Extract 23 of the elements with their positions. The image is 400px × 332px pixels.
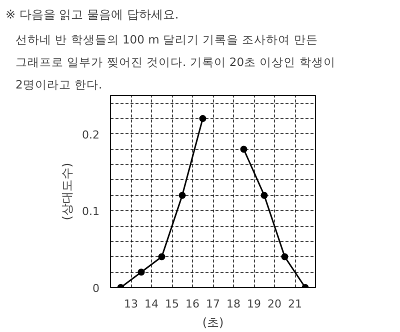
- x-tick-label: 20: [268, 298, 282, 310]
- chart-title: ※ 다음을 읽고 물음에 답하세요.: [6, 8, 179, 22]
- y-tick-label: 0.1: [82, 205, 100, 218]
- y-tick-label: 0: [92, 282, 100, 295]
- x-tick-label: 19: [247, 298, 261, 310]
- x-tick-label: 13: [124, 298, 138, 310]
- point: [281, 253, 288, 260]
- x-tick-label: 15: [165, 298, 179, 310]
- point: [158, 253, 166, 260]
- x-tick-label: 21: [288, 298, 302, 310]
- chart-subtitle: 선하네 반 학생들의 100 m 달리기 기록을 조사하여 만든 그래프로 일부가 찢어진 것이다. 기록이 20초 이상인 학생이 2명이라고 한다.: [16, 32, 336, 92]
- point: [138, 268, 145, 276]
- x-tick-label: 17: [206, 298, 220, 310]
- x-tick-label: 14: [144, 298, 158, 310]
- x-tick-label: 18: [226, 298, 240, 310]
- point: [199, 115, 206, 122]
- x-axis-title: (초): [202, 316, 224, 330]
- y-axis-title: (상대도수): [60, 162, 74, 220]
- point: [260, 192, 268, 199]
- x-tick-label: 16: [186, 298, 200, 310]
- point: [240, 146, 248, 153]
- point: [178, 192, 186, 199]
- y-tick-label: 0.2: [82, 128, 100, 142]
